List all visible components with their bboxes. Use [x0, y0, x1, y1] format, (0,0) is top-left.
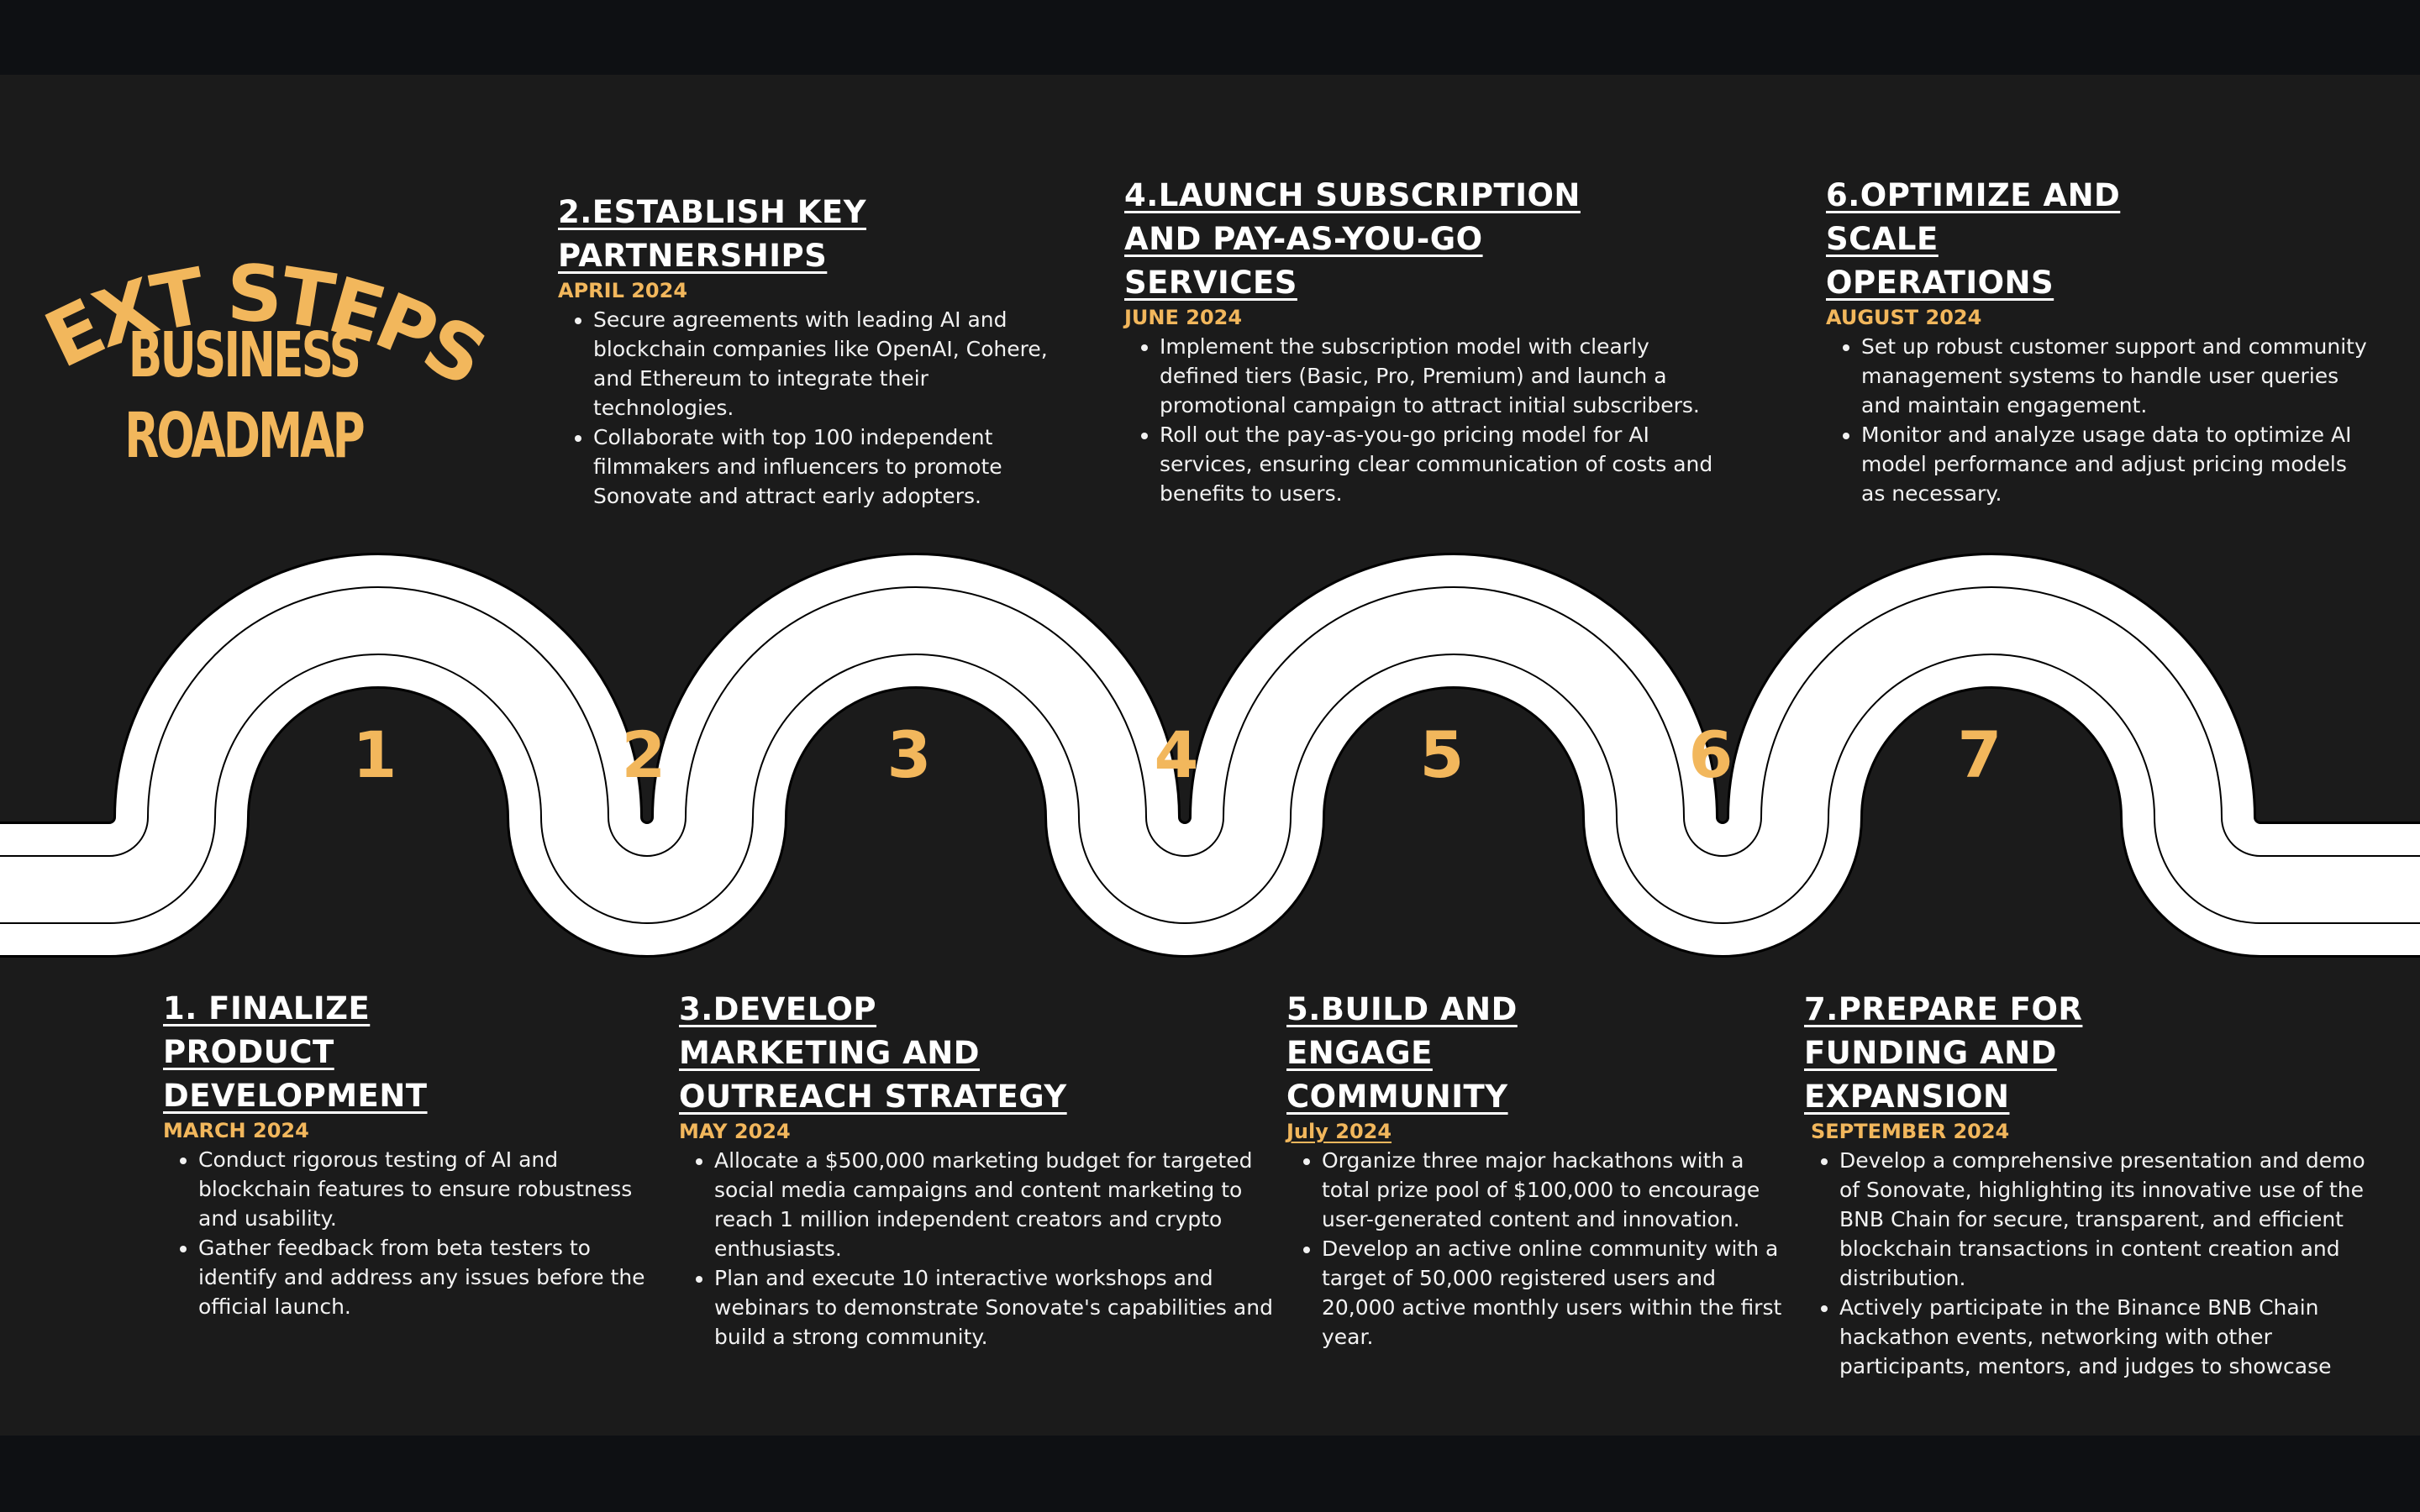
step-bullet: Develop an active online community with … [1322, 1234, 1782, 1352]
road-number-4: 4 [1154, 717, 1199, 792]
road-number-7: 7 [1957, 717, 2002, 792]
step-bullet: Allocate a $500,000 marketing budget for… [714, 1146, 1277, 1263]
step-title: 5.BUILD AND ENGAGE COMMUNITY [1286, 991, 1518, 1115]
road-number-3: 3 [886, 717, 932, 792]
step-title: 1. FINALIZE PRODUCT DEVELOPMENT [163, 990, 428, 1114]
step-bullet: Set up robust customer support and commu… [1861, 332, 2372, 420]
step-date: MAY 2024 [679, 1120, 791, 1143]
step-bullet: Secure agreements with leading AI and bl… [593, 305, 1071, 423]
step-date: July 2024 [1286, 1120, 1392, 1143]
step-date: JUNE 2024 [1124, 306, 1243, 329]
road-number-6: 6 [1688, 717, 1733, 792]
step-1-finalize-product: 1. FINALIZE PRODUCT DEVELOPMENT MARCH 2024… [163, 987, 659, 1321]
step-bullet: Implement the subscription model with cl… [1160, 332, 1729, 420]
step-date: APRIL 2024 [558, 279, 688, 302]
step-date: SEPTEMBER 2024 [1811, 1120, 2010, 1143]
step-title: 7.PREPARE FOR FUNDING AND EXPANSION [1804, 991, 2083, 1115]
step-bullet: Monitor and analyze usage data to optimi… [1861, 420, 2372, 508]
roadmap-slide: NEXT STEPS: BUSINESS ROADMAP 1 2 3 4 5 6… [0, 75, 2420, 1436]
step-title: 2.ESTABLISH KEY PARTNERSHIPS [558, 194, 867, 274]
step-4-launch-subscription: 4.LAUNCH SUBSCRIPTION AND PAY-AS-YOU-GO SE… [1124, 174, 1729, 508]
road-number-5: 5 [1419, 717, 1465, 792]
step-title: 3.DEVELOP MARKETING AND OUTREACH STRATEGY [679, 991, 1067, 1115]
step-6-optimize-scale: 6.OPTIMIZE AND SCALE OPERATIONS AUGUST 202… [1826, 174, 2372, 508]
step-bullet: Gather feedback from beta testers to ide… [198, 1233, 659, 1321]
step-3-develop-marketing: 3.DEVELOP MARKETING AND OUTREACH STRATEGY … [679, 988, 1277, 1352]
step-bullet: Actively participate in the Binance BNB … [1839, 1293, 2375, 1381]
step-bullet: Plan and execute 10 interactive workshop… [714, 1263, 1277, 1352]
subtitle-business: BUSINESS [128, 319, 361, 391]
winding-road [0, 553, 2420, 958]
step-bullet: Conduct rigorous testing of AI and block… [198, 1145, 659, 1233]
step-title: 6.OPTIMIZE AND SCALE OPERATIONS [1826, 177, 2121, 301]
step-date: AUGUST 2024 [1826, 306, 1982, 329]
step-title: 4.LAUNCH SUBSCRIPTION AND PAY-AS-YOU-GO SE… [1124, 177, 1581, 301]
title-next-steps: NEXT STEPS: [17, 234, 487, 402]
step-7-prepare-funding: 7.PREPARE FOR FUNDING AND EXPANSION SEPTEM… [1804, 988, 2375, 1381]
step-bullet: Collaborate with top 100 independent fil… [593, 423, 1071, 511]
road-number-2: 2 [621, 717, 666, 792]
subtitle-roadmap: ROADMAP [124, 400, 365, 472]
step-bullet: Develop a comprehensive presentation and… [1839, 1146, 2375, 1293]
road-number-1: 1 [352, 717, 397, 792]
step-date: MARCH 2024 [163, 1119, 309, 1142]
step-bullet: Roll out the pay-as-you-go pricing model… [1160, 420, 1729, 508]
step-bullet: Organize three major hackathons with a t… [1322, 1146, 1782, 1234]
